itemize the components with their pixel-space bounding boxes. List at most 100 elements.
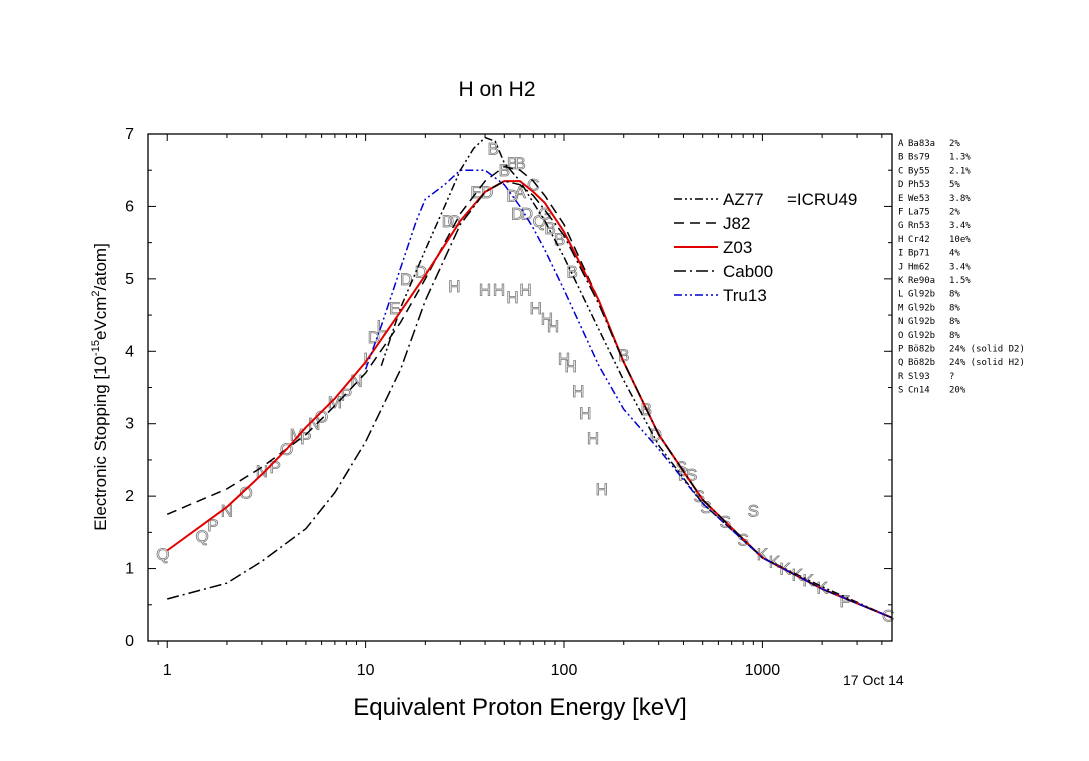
data-point-H: H — [519, 281, 531, 300]
ref-error: 3.4% — [949, 221, 971, 231]
ref-name: Cr42 — [908, 235, 930, 245]
data-point-B: B — [514, 154, 525, 173]
ref-letter: J — [898, 262, 903, 272]
data-point-S: S — [748, 502, 759, 521]
data-point-M: M — [290, 426, 304, 445]
legend-label-az77: AZ77 — [723, 190, 764, 209]
ref-letter: Q — [898, 358, 903, 368]
ref-letter: B — [898, 153, 903, 163]
ref-name: Rn53 — [908, 221, 930, 231]
ref-error: 8% — [949, 290, 960, 300]
data-point-H: H — [530, 299, 542, 318]
data-point-D: D — [481, 183, 493, 202]
data-point-D: D — [368, 328, 380, 347]
y-tick-label: 5 — [125, 271, 134, 288]
ref-error: 8% — [949, 303, 960, 313]
data-point-H: H — [579, 404, 591, 423]
data-point-O: O — [240, 484, 253, 503]
ref-error: 4% — [949, 249, 960, 259]
ref-name: We53 — [908, 194, 930, 204]
y-tick-label: 7 — [125, 126, 134, 143]
ref-error: 8% — [949, 317, 960, 327]
y-axis-label-exp1: -15 — [90, 340, 102, 356]
ref-letter: K — [898, 276, 904, 286]
ref-letter: O — [898, 331, 903, 341]
ref-name: Ph53 — [908, 180, 930, 190]
ref-name: Bs79 — [908, 153, 930, 163]
y-tick-label: 1 — [125, 561, 134, 578]
data-point-B: B — [567, 263, 578, 282]
data-point-N: N — [221, 502, 233, 521]
ref-name: Bö82b — [908, 358, 935, 368]
ref-error: 10e% — [949, 235, 971, 245]
series-line-cab00 — [167, 180, 893, 619]
data-point-M: M — [328, 393, 342, 412]
ref-name: Sl93 — [908, 372, 930, 382]
data-point-D: D — [442, 212, 454, 231]
ref-name: Bö82b — [908, 345, 935, 355]
ref-error: 3.8% — [949, 194, 971, 204]
y-tick-label: 3 — [125, 416, 134, 433]
ref-name: Hm62 — [908, 262, 930, 272]
data-point-H: H — [572, 382, 584, 401]
ref-letter: D — [898, 180, 903, 190]
ref-letter: G — [898, 221, 903, 231]
ref-letter: C — [898, 166, 903, 176]
ref-error: 3.4% — [949, 262, 971, 272]
ref-error: 5% — [949, 180, 960, 190]
data-point-B: B — [618, 346, 629, 365]
ref-name: Gl92b — [908, 331, 935, 341]
ref-error: 2.1% — [949, 166, 971, 176]
y-tick-label: 4 — [125, 343, 134, 360]
y-axis-label-part2: eVcm — [91, 297, 110, 340]
data-point-Q: Q — [196, 527, 209, 546]
ref-error: 1.3% — [949, 153, 971, 163]
ref-name: Bp71 — [908, 249, 930, 259]
ref-name: Gl92b — [908, 317, 935, 327]
ref-letter: E — [898, 194, 903, 204]
legend: AZ77 J82 Z03 Cab00 Tru13 — [674, 190, 773, 305]
x-tick-label: 1 — [163, 662, 172, 679]
data-point-K: K — [816, 578, 828, 597]
ref-letter: N — [898, 317, 903, 327]
ref-letter: H — [898, 235, 903, 245]
ref-name: By55 — [908, 166, 930, 176]
ref-name: La75 — [908, 208, 930, 218]
ref-error: 24% (solid H2) — [949, 358, 1025, 368]
ref-letter: F — [898, 208, 903, 218]
legend-label-z03: Z03 — [723, 238, 752, 257]
x-tick-label: 100 — [551, 662, 578, 679]
y-axis-label-part1: Electronic Stopping [10 — [91, 356, 110, 531]
ref-name: Ba83a — [908, 139, 935, 149]
data-point-H: H — [479, 281, 491, 300]
data-point-S: S — [700, 498, 711, 517]
y-axis-label-exp2: 2 — [90, 290, 102, 296]
y-axis-label: Electronic Stopping [10-15eVcm2/atom] — [90, 243, 110, 531]
data-point-D: D — [400, 270, 412, 289]
legend-label-j82: J82 — [723, 214, 750, 233]
legend-label-cab00: Cab00 — [723, 262, 773, 281]
ref-name: Cn14 — [908, 386, 930, 396]
ref-letter: M — [898, 303, 904, 313]
data-point-H: H — [587, 429, 599, 448]
data-point-H: H — [565, 357, 577, 376]
data-point-F: F — [678, 465, 688, 484]
y-tick-label: 6 — [125, 198, 134, 215]
x-axis-label: Equivalent Proton Energy [keV] — [353, 694, 687, 721]
data-point-E: E — [389, 299, 400, 318]
ref-name: Gl92b — [908, 290, 935, 300]
data-point-H: H — [547, 317, 559, 336]
data-point-H: H — [558, 350, 570, 369]
ref-name: Re90a — [908, 276, 935, 286]
x-tick-label: 10 — [357, 662, 375, 679]
reference-list: A Ba83a 2% B Bs79 1.3% C By55 2.1% D Ph53 5% E We53 3.… — [898, 139, 1025, 396]
date-stamp: 17 Oct 14 — [843, 672, 904, 688]
ref-letter: A — [898, 139, 904, 149]
ref-error: 1.5% — [949, 276, 971, 286]
data-point-D: D — [650, 426, 662, 445]
ref-error: 24% (solid D2) — [949, 345, 1025, 355]
data-point-S: S — [686, 465, 697, 484]
data-point-P: P — [300, 429, 311, 448]
ref-letter: I — [898, 249, 903, 259]
